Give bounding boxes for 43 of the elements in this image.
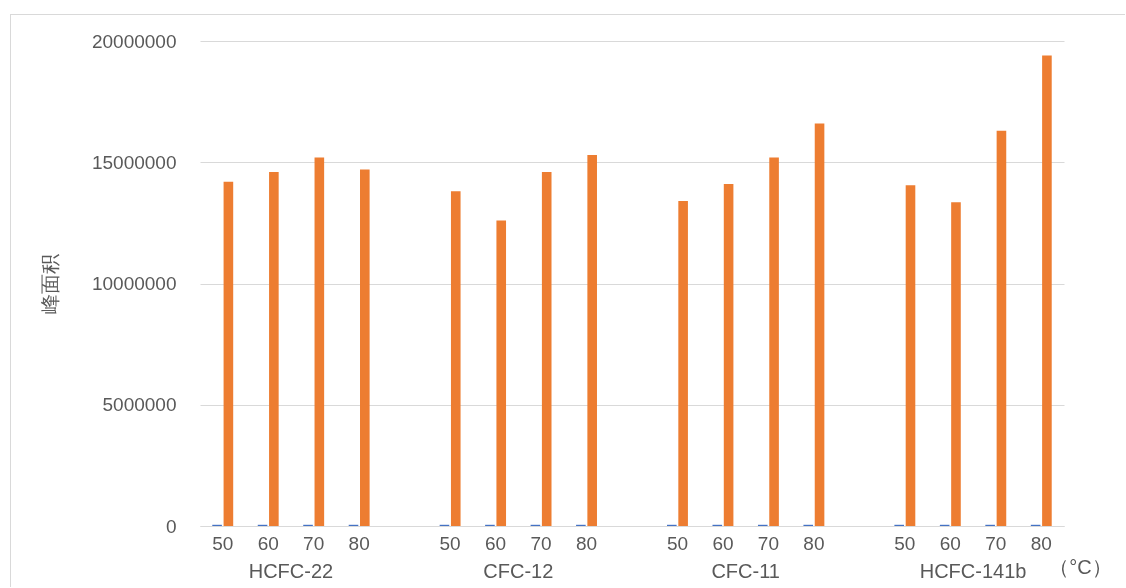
bar [996,130,1007,526]
x-tick-label: 60 [939,532,961,554]
y-tick-label: 10000000 [91,273,177,294]
x-tick-label: 50 [439,532,461,554]
y-tick-label: 20000000 [91,30,177,52]
bar [1042,55,1052,526]
bar [450,191,461,526]
bar [314,157,325,526]
x-tick-label: 80 [348,532,370,554]
bar [269,171,279,526]
x-tick-label: 50 [212,532,234,554]
bar [496,220,507,526]
bar [814,123,825,526]
x-axis-title: （°C） [1049,555,1112,578]
x-tick-label: 80 [803,532,825,554]
bar [678,201,688,526]
bar [587,154,597,526]
text: HCFC-22 [248,560,334,582]
x-tick-label: 80 [1030,532,1052,554]
y-tick-label: 5000000 [102,394,177,416]
x-tick-label: 50 [894,532,916,554]
y-axis-title: 峰面积 [38,254,61,314]
x-tick-label: 60 [257,532,279,554]
bar [905,185,916,526]
text: HCFC-141b [919,560,1027,582]
x-tick-label: 70 [530,532,552,554]
x-tick-label: 80 [575,532,598,554]
text: CFC-12 [483,560,554,582]
bar [541,171,552,526]
y-tick-label: 15000000 [91,151,177,173]
x-tick-label: 70 [303,532,325,554]
x-tick-label: 60 [712,532,734,554]
bar [951,202,961,526]
bar [223,181,234,526]
bar [769,157,779,526]
y-tick-label: 0 [165,515,177,537]
bar [360,169,370,526]
text: CFC-11 [711,560,780,582]
x-tick-label: 70 [985,532,1007,554]
bar [723,184,734,526]
x-tick-label: 70 [757,532,779,554]
x-tick-label: 60 [485,532,507,554]
x-tick-label: 50 [666,532,689,554]
